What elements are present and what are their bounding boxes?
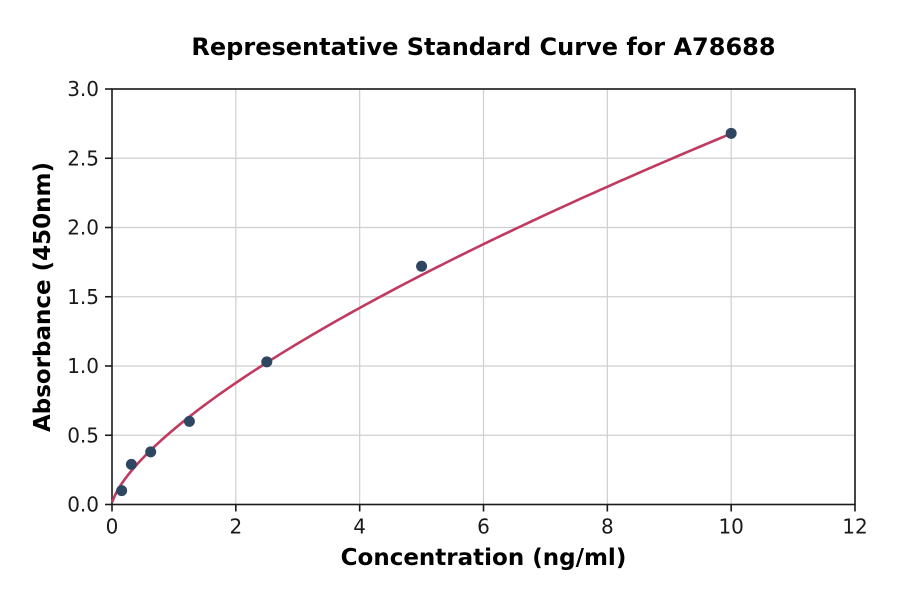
y-tick-label: 2.5 xyxy=(67,146,99,170)
data-point xyxy=(261,356,273,368)
data-point xyxy=(183,415,195,427)
x-tick-label: 6 xyxy=(477,515,490,539)
chart-title: Representative Standard Curve for A78688 xyxy=(191,33,776,61)
x-tick-label: 12 xyxy=(842,515,867,539)
x-tick-label: 4 xyxy=(353,515,366,539)
data-point xyxy=(416,260,428,272)
data-point xyxy=(725,127,737,139)
fit-curve xyxy=(111,132,733,503)
data-point xyxy=(145,446,157,458)
data-point xyxy=(125,458,137,470)
x-tick-label: 10 xyxy=(718,515,743,539)
x-tick-label: 8 xyxy=(601,515,614,539)
x-tick-label: 0 xyxy=(106,515,119,539)
x-axis-label: Concentration (ng/ml) xyxy=(340,545,627,571)
y-tick-label: 2.0 xyxy=(67,216,99,240)
data-point xyxy=(116,485,128,497)
y-tick-label: 1.5 xyxy=(67,285,99,309)
x-tick-label: 2 xyxy=(229,515,242,539)
y-tick-label: 3.0 xyxy=(67,77,99,101)
y-tick-label: 0.0 xyxy=(67,493,99,517)
y-tick-label: 1.0 xyxy=(67,354,99,378)
y-axis-label: Absorbance (450nm) xyxy=(30,161,56,433)
y-tick-label: 0.5 xyxy=(67,423,99,447)
